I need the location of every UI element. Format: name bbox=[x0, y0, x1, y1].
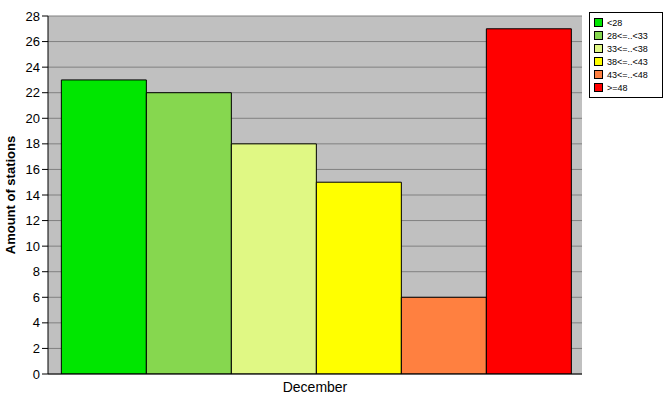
svg-text:14: 14 bbox=[26, 188, 40, 203]
svg-text:6: 6 bbox=[33, 290, 40, 305]
html-text:>=48: >=48 bbox=[607, 82, 628, 93]
svg-text:24: 24 bbox=[26, 60, 40, 75]
svg-text:4: 4 bbox=[33, 315, 40, 330]
svg-text:28: 28 bbox=[26, 9, 40, 24]
html-text:43<=..<48: 43<=..<48 bbox=[607, 69, 648, 80]
html-text:28<=..<33: 28<=..<33 bbox=[607, 30, 648, 41]
svg-text:Amount of stations: Amount of stations bbox=[8, 136, 18, 254]
svg-text:8: 8 bbox=[33, 264, 40, 279]
svg-text:10: 10 bbox=[26, 239, 40, 254]
svg-text:26: 26 bbox=[26, 34, 40, 49]
svg-text:12: 12 bbox=[26, 213, 40, 228]
svg-text:16: 16 bbox=[26, 162, 40, 177]
svg-text:0: 0 bbox=[33, 367, 40, 382]
svg-text:December: December bbox=[283, 379, 348, 395]
html-text:38<=..<43: 38<=..<43 bbox=[607, 56, 648, 67]
html-text:<28: <28 bbox=[607, 17, 623, 28]
svg-text:18: 18 bbox=[26, 136, 40, 151]
html-text:33<=..<38: 33<=..<38 bbox=[607, 43, 648, 54]
svg-text:22: 22 bbox=[26, 85, 40, 100]
svg-text:20: 20 bbox=[26, 111, 40, 126]
svg-text:2: 2 bbox=[33, 341, 40, 356]
